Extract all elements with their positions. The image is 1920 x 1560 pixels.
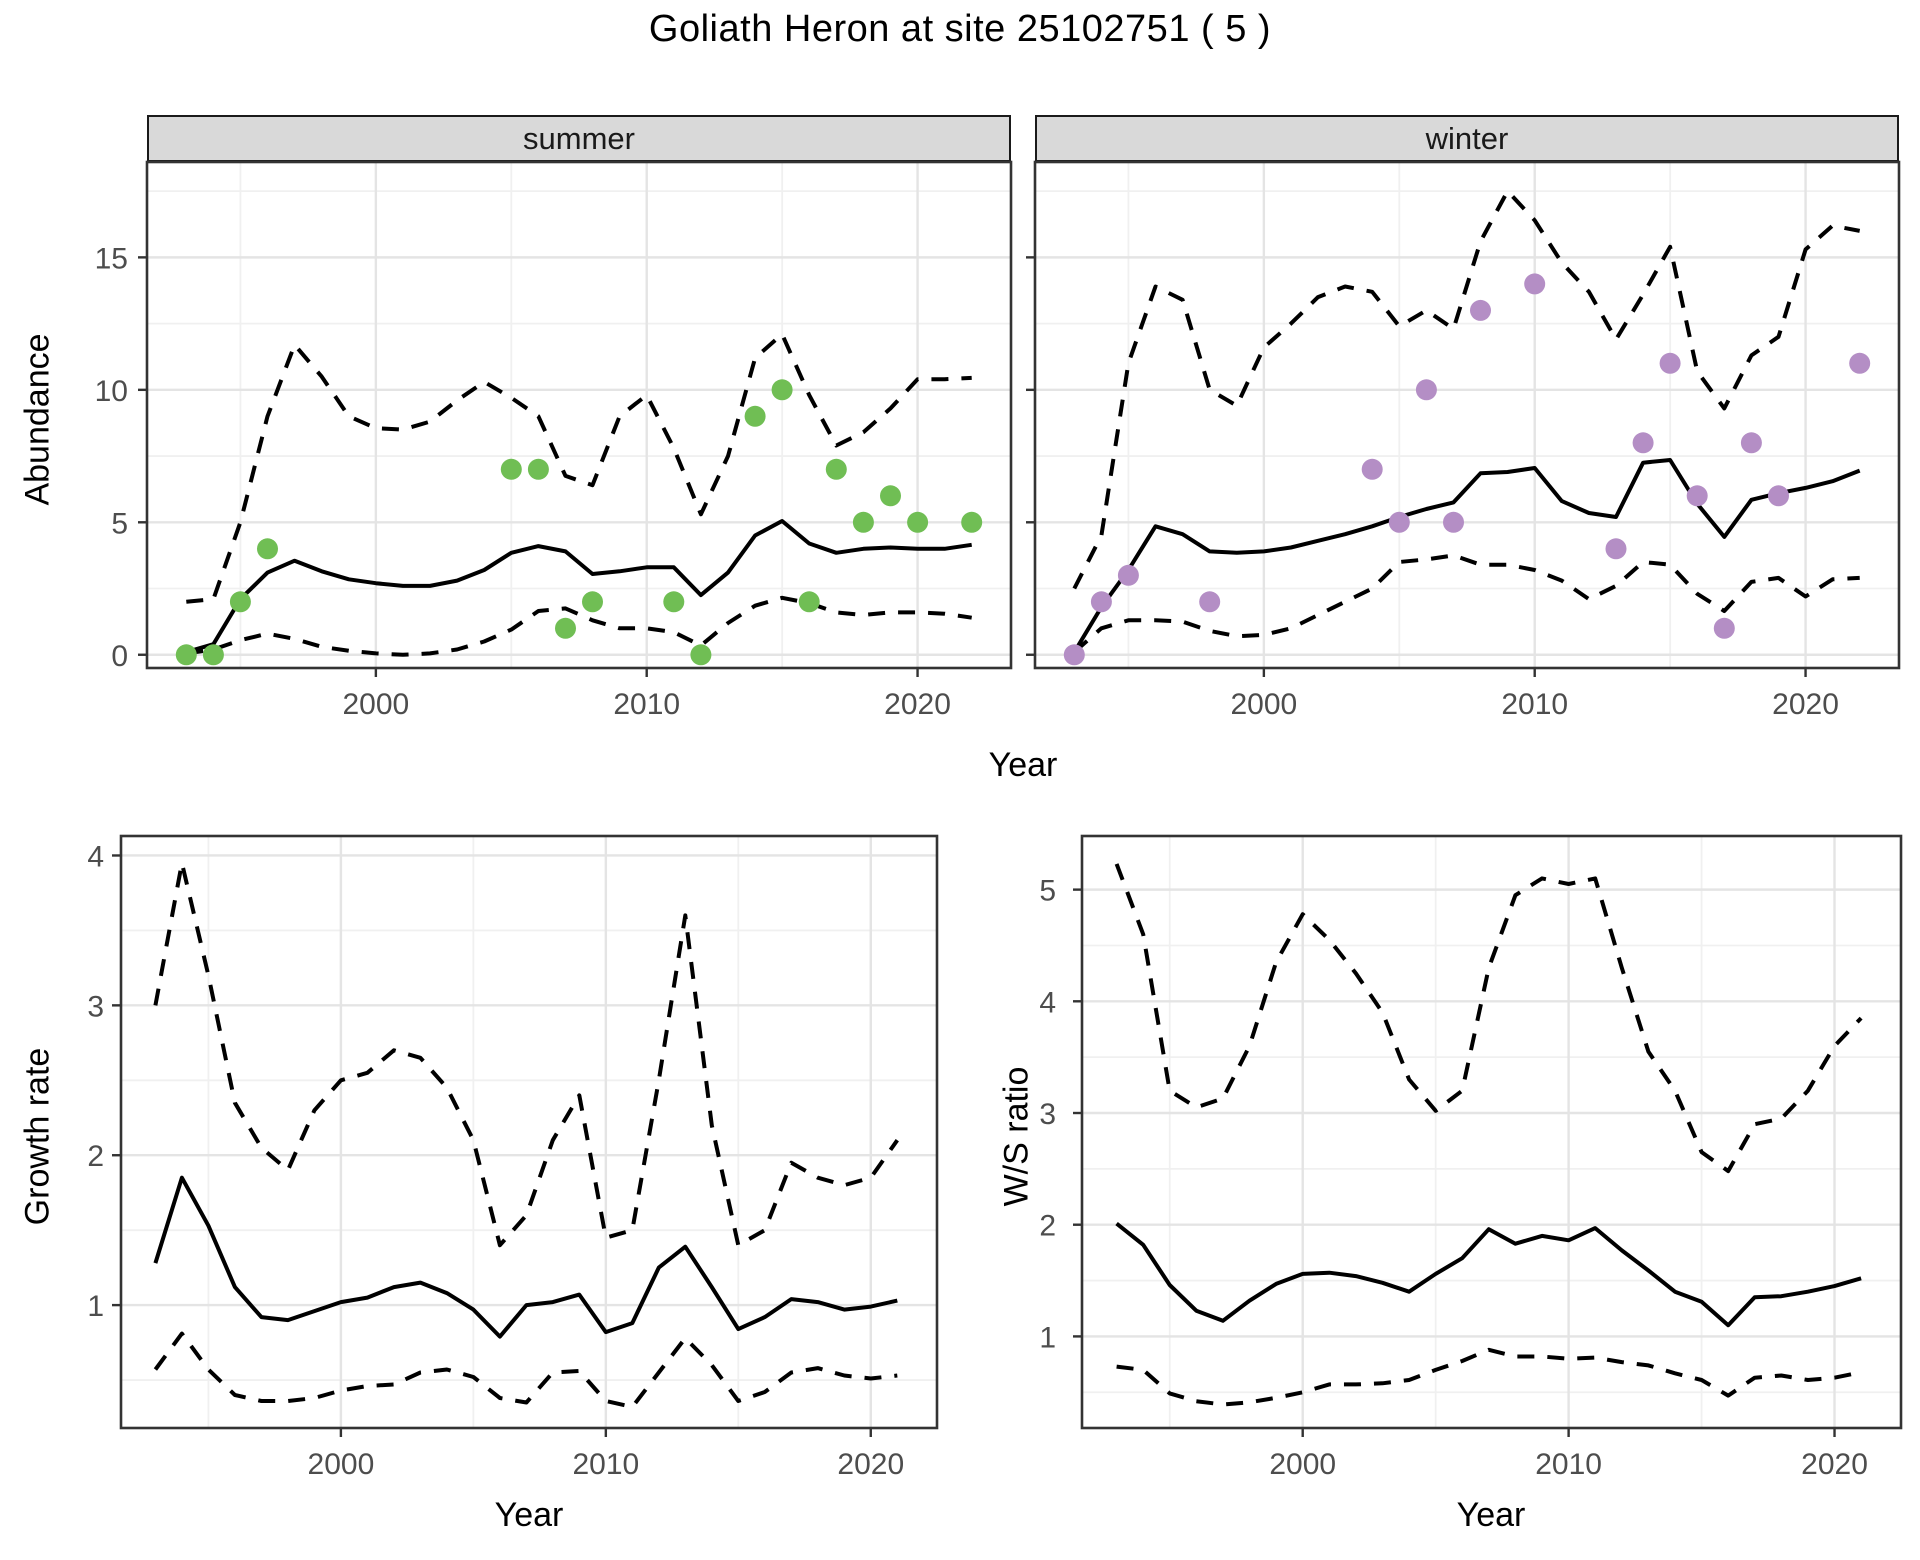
series-line-upper_ci — [1072, 189, 1861, 590]
y-tick-label: 0 — [111, 640, 128, 673]
y-tick-label: 3 — [1039, 1098, 1056, 1131]
data-point — [257, 538, 278, 560]
y-tick-label: 10 — [95, 375, 128, 408]
data-point — [907, 511, 929, 533]
data-point — [1605, 538, 1627, 560]
panel-background — [121, 836, 937, 1428]
series-line-lower_ci — [1116, 1347, 1862, 1407]
data-point — [175, 644, 197, 666]
facet-strip-label: winter — [1425, 120, 1509, 156]
series-line-mean — [185, 519, 972, 655]
series-line-lower_ci — [153, 1331, 898, 1409]
y-tick-label: 4 — [87, 840, 104, 873]
panel-background — [147, 162, 1011, 668]
data-point — [852, 511, 874, 533]
data-point — [1388, 511, 1410, 533]
data-point — [1768, 485, 1789, 507]
panel-background — [1082, 836, 1901, 1428]
series-line-lower_ci — [186, 595, 972, 657]
series-line-mean — [153, 1175, 898, 1339]
y-tick-label: 3 — [87, 990, 104, 1023]
x-axis-title-year-ws: Year — [1456, 1496, 1526, 1534]
data-point — [229, 591, 251, 613]
panel-border — [119, 834, 939, 1430]
panel-border — [1080, 834, 1903, 1430]
y-tick-label: 1 — [1039, 1321, 1056, 1354]
data-point — [1361, 458, 1383, 480]
y-tick-label: 2 — [87, 1140, 104, 1173]
data-point — [798, 591, 820, 613]
y-tick-label: 5 — [1039, 875, 1056, 908]
series-line-upper_ci — [1114, 863, 1863, 1174]
x-tick-label: 2020 — [837, 1448, 904, 1481]
data-point — [1199, 591, 1221, 613]
x-tick-label: 2010 — [572, 1448, 639, 1481]
x-tick-label: 2020 — [1801, 1448, 1868, 1481]
data-point — [1849, 352, 1871, 374]
data-point — [527, 458, 549, 480]
data-point — [1415, 379, 1437, 401]
series-line-upper_ci — [153, 861, 899, 1248]
data-point — [1740, 432, 1762, 454]
x-tick-label: 2020 — [884, 688, 951, 721]
x-tick-label: 2010 — [613, 688, 680, 721]
x-tick-label: 2000 — [1269, 1448, 1336, 1481]
x-tick-label: 2000 — [1230, 688, 1297, 721]
data-point — [771, 379, 793, 401]
x-tick-label: 2000 — [342, 688, 409, 721]
plot-title: Goliath Heron at site 25102751 ( 5 ) — [648, 8, 1272, 50]
series-line-upper_ci — [186, 332, 972, 604]
data-point — [690, 644, 712, 666]
data-point — [555, 617, 576, 639]
data-point — [1470, 299, 1491, 321]
y-tick-label: 2 — [1039, 1210, 1056, 1243]
data-point — [1659, 352, 1681, 374]
y-tick-label: 4 — [1039, 986, 1056, 1019]
facet-strip-winter: winter — [1035, 115, 1899, 162]
data-point — [744, 405, 766, 427]
data-point — [202, 644, 224, 666]
y-tick-label: 1 — [87, 1290, 104, 1323]
data-point — [1090, 591, 1112, 613]
data-point — [1443, 511, 1464, 533]
data-point — [825, 458, 847, 480]
series-line-mean — [1115, 1222, 1862, 1328]
facet-strip-summer: summer — [147, 115, 1011, 162]
series-line-mean — [1072, 458, 1861, 654]
y-tick-label: 15 — [95, 242, 128, 275]
y-tick-label: 5 — [111, 507, 128, 540]
data-point — [1117, 564, 1139, 586]
data-point — [500, 458, 522, 480]
facet-strip-label: summer — [523, 120, 635, 156]
series-line-lower_ci — [1072, 553, 1860, 654]
x-axis-title-year-top: Year — [988, 746, 1058, 784]
panel-border — [145, 160, 1013, 670]
x-tick-label: 2010 — [1535, 1448, 1602, 1481]
x-tick-label: 2000 — [308, 1448, 375, 1481]
x-tick-label: 2010 — [1501, 688, 1568, 721]
data-point — [1713, 617, 1735, 639]
panel-background — [1035, 162, 1899, 668]
data-point — [1632, 432, 1654, 454]
data-point — [1524, 273, 1546, 295]
data-point — [1686, 485, 1708, 507]
data-point — [961, 511, 983, 533]
x-axis-title-year-growth: Year — [494, 1496, 564, 1534]
x-tick-label: 2020 — [1772, 688, 1839, 721]
data-point — [1063, 644, 1085, 666]
panel-border — [1033, 160, 1901, 670]
data-point — [582, 591, 603, 613]
data-point — [880, 485, 901, 507]
data-point — [663, 591, 685, 613]
